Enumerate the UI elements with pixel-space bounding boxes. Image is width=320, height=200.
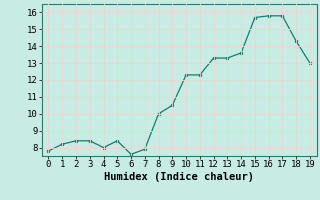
X-axis label: Humidex (Indice chaleur): Humidex (Indice chaleur) <box>104 172 254 182</box>
